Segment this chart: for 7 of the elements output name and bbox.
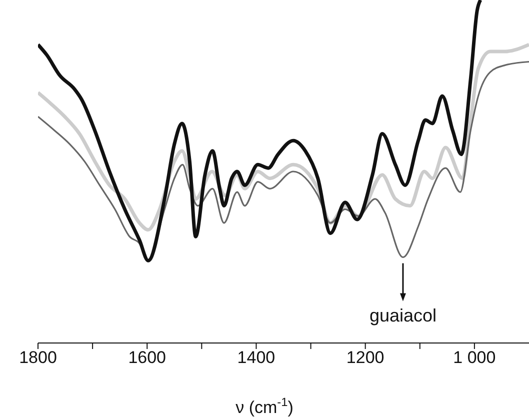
annotation: guaiacol (369, 305, 437, 326)
x-tick-label: 1400 (237, 348, 276, 368)
x-tick-label: 1200 (346, 348, 384, 368)
x-axis-title: ν (cm$^{-1}$) (236, 395, 294, 417)
x-tick-label: 1600 (128, 348, 166, 368)
x-tick-label: 1 000 (453, 348, 496, 368)
x-tick-label: 1800 (19, 348, 57, 368)
